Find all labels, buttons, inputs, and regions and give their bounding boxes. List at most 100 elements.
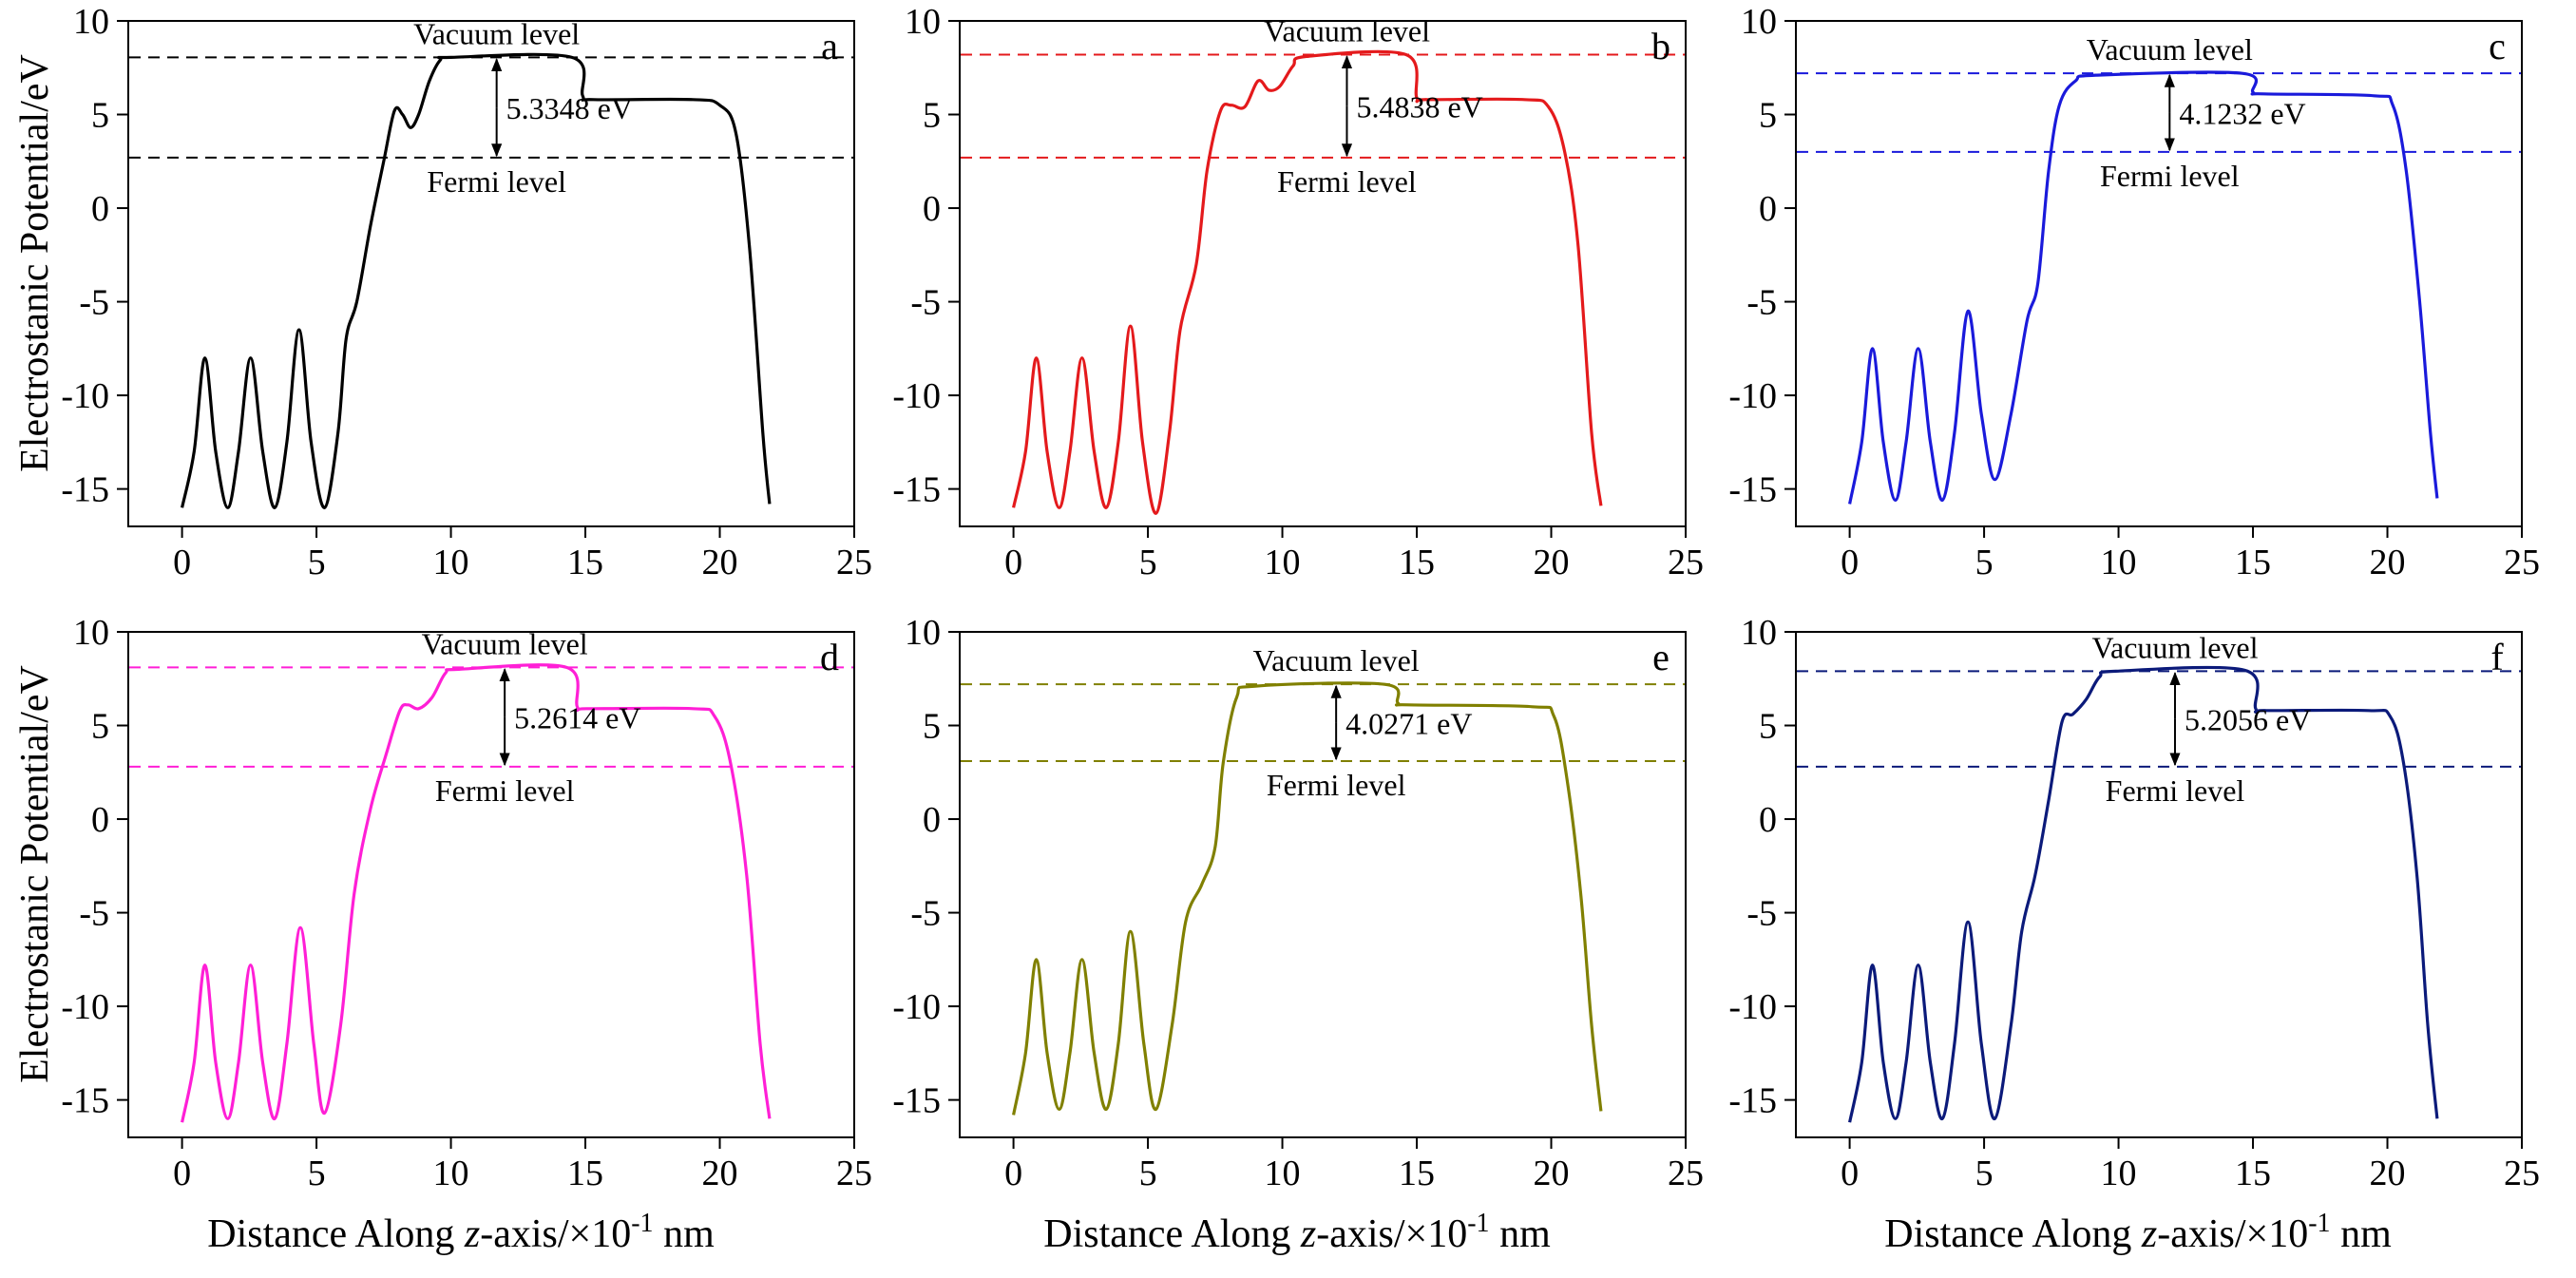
x-tick-label: 15 [2235,1154,2271,1193]
x-tick-label: 25 [1668,1154,1704,1193]
x-tick-label: 15 [567,543,603,582]
y-tick-label: -5 [1746,283,1777,323]
x-tick-label: 10 [1265,1154,1301,1193]
fermi-level-label: Fermi level [1267,768,1406,802]
vacuum-level-label: Vacuum level [2091,630,2258,664]
x-tick-label: 15 [1399,543,1435,582]
y-tick-label: -10 [892,987,941,1027]
plot-frame [1795,631,2523,1138]
plot-frame [959,631,1687,1138]
x-tick-label: 20 [2370,543,2406,582]
x-tick-label: 15 [2235,543,2271,582]
y-tick-label: 0 [923,189,941,229]
panels: 0 5 10 15 20 25 10 5 0 -5 -10 -15 5.3348 eV Vacuum le… [61,2,2540,1193]
plot-frame [127,631,855,1138]
panel-letter: d [820,636,839,678]
x-axis-title-col1: Distance Along z-axis/×10-1 nm [207,1209,715,1256]
panel-letter: f [2490,636,2504,678]
y-tick-label: -5 [910,283,941,323]
fermi-level-label: Fermi level [1277,164,1417,199]
potential-curve [1012,681,1603,1116]
x-tick-label: 5 [308,543,326,582]
potential-curve [1848,70,2439,505]
plot-frame [127,20,855,527]
x-tick-label: 0 [173,543,191,582]
panel-e: 0 5 10 15 20 25 10 5 0 -5 -10 -15 4.0271 eV Vacuum le… [892,613,1704,1193]
y-tick-label: -5 [79,894,109,934]
work-function-value: 5.4838 eV [1356,90,1482,124]
y-tick-label: 0 [91,189,109,229]
y-tick-label: 5 [923,96,941,136]
work-function-value: 4.0271 eV [1345,707,1472,741]
x-tick-label: 0 [1841,1154,1859,1193]
y-tick-label: 10 [73,613,109,653]
x-axis-title-col2: Distance Along z-axis/×10-1 nm [1043,1209,1551,1256]
x-tick-label: 20 [1534,543,1570,582]
y-tick-label: 0 [1759,800,1777,840]
x-tick-label: 15 [567,1154,603,1193]
y-tick-label: -10 [892,376,941,416]
fermi-level-label: Fermi level [2106,773,2245,808]
potential-curve [181,663,772,1123]
fermi-level-label: Fermi level [435,773,575,808]
y-tick-label: 5 [91,96,109,136]
x-tick-label: 0 [1004,1154,1022,1193]
y-tick-label: 5 [91,707,109,747]
x-tick-label: 25 [836,543,872,582]
potential-curve [1012,49,1603,515]
y-tick-label: -10 [1728,987,1777,1027]
x-tick-label: 10 [433,543,469,582]
potential-curve [181,52,772,509]
x-tick-label: 5 [1139,1154,1157,1193]
x-tick-label: 25 [2504,1154,2540,1193]
x-tick-label: 5 [1975,1154,1994,1193]
x-tick-label: 10 [1265,543,1301,582]
y-axis-title-bottom: Electrostanic Potential/eV [13,665,57,1083]
x-tick-label: 20 [2370,1154,2406,1193]
panel-c: 0 5 10 15 20 25 10 5 0 -5 -10 -15 4.1232 eV Vacuum le… [1728,2,2540,582]
y-tick-label: -5 [79,283,109,323]
panel-d: 0 5 10 15 20 25 10 5 0 -5 -10 -15 5.2614 eV Vacuum le… [61,613,872,1193]
panel-letter: b [1651,25,1670,67]
work-function-value: 4.1232 eV [2179,97,2305,131]
x-tick-label: 0 [173,1154,191,1193]
y-tick-label: -15 [1728,1081,1777,1121]
vacuum-level-label: Vacuum level [2087,32,2253,67]
x-tick-label: 0 [1841,543,1859,582]
y-tick-label: -5 [910,894,941,934]
x-tick-label: 10 [2101,543,2137,582]
vacuum-level-label: Vacuum level [1264,13,1430,48]
x-tick-label: 5 [1975,543,1994,582]
work-function-value: 5.2614 eV [514,701,640,735]
y-axis-title-top: Electrostanic Potential/eV [13,54,57,472]
work-function-value: 5.3348 eV [506,91,633,125]
plot-frame [959,20,1687,527]
vacuum-level-label: Vacuum level [1253,643,1420,677]
y-tick-label: 5 [923,707,941,747]
fermi-level-label: Fermi level [427,164,566,199]
x-tick-label: 20 [702,1154,738,1193]
y-tick-label: 5 [1759,96,1777,136]
vacuum-level-label: Vacuum level [413,16,580,50]
y-tick-label: -10 [61,376,109,416]
x-tick-label: 20 [702,543,738,582]
vacuum-level-label: Vacuum level [422,626,588,660]
x-tick-label: 10 [433,1154,469,1193]
x-axis-title-col3: Distance Along z-axis/×10-1 nm [1884,1209,2392,1256]
y-tick-label: -15 [892,470,941,510]
y-tick-label: 10 [73,2,109,42]
panel-b: 0 5 10 15 20 25 10 5 0 -5 -10 -15 5.4838 eV Vacuum le… [892,2,1704,582]
y-tick-label: -10 [1728,376,1777,416]
y-tick-label: 0 [923,800,941,840]
x-tick-label: 25 [836,1154,872,1193]
y-tick-label: 0 [1759,189,1777,229]
y-tick-label: -5 [1746,894,1777,934]
x-tick-label: 0 [1004,543,1022,582]
x-tick-label: 5 [1139,543,1157,582]
plot-frame [1795,20,2523,527]
y-tick-label: 0 [91,800,109,840]
y-tick-label: 10 [1741,613,1777,653]
x-tick-label: 5 [308,1154,326,1193]
x-tick-label: 25 [2504,543,2540,582]
